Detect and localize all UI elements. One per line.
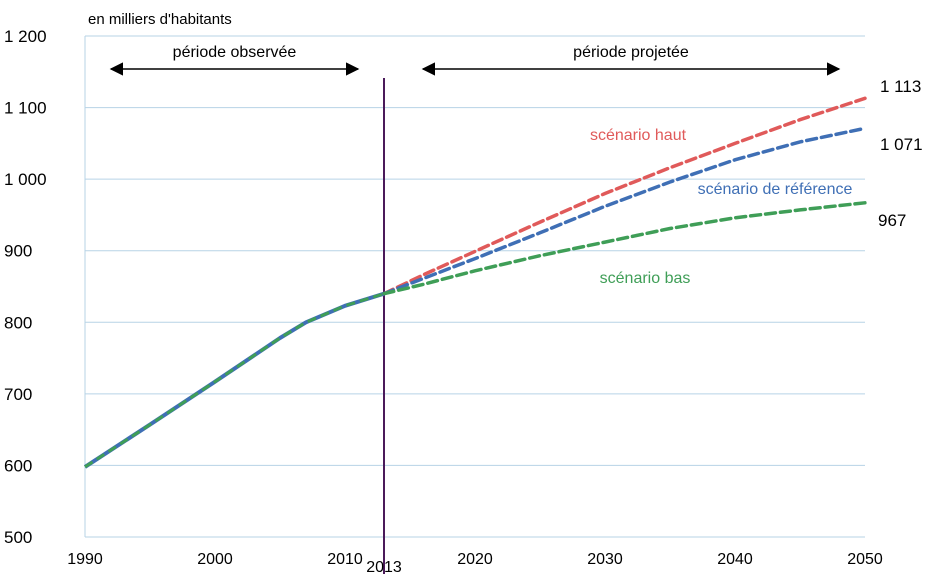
observed-line-under xyxy=(83,291,385,469)
x-tick-label: 2040 xyxy=(717,551,753,568)
annotation-layer: scénario haut 1 113 scénario de référence 1… xyxy=(590,77,923,287)
x-tick-label: 2000 xyxy=(197,551,233,568)
x-tick-label: 2050 xyxy=(847,551,883,568)
series-line xyxy=(382,126,867,296)
period-label: période projetée xyxy=(573,44,689,61)
y-tick-label: 500 xyxy=(4,528,32,547)
period-label: période observée xyxy=(173,44,297,61)
series-layer xyxy=(83,96,867,469)
series-label: scénario bas xyxy=(600,270,691,287)
series-label: scénario de référence xyxy=(698,181,853,198)
y-tick-label: 600 xyxy=(4,456,32,475)
divider-layer: 2013 période observée période projetée xyxy=(109,44,841,574)
y-tick-label: 900 xyxy=(4,242,32,261)
y-tick-label: 1 200 xyxy=(4,27,47,46)
y-tick-label: 800 xyxy=(4,313,32,332)
y-tick-label: 1 000 xyxy=(4,170,47,189)
series-end-value-label: 1 113 xyxy=(880,77,921,96)
divider-year-label: 2013 xyxy=(366,559,402,574)
gridlines xyxy=(85,35,865,466)
series-end-value-label: 1 071 xyxy=(880,135,923,154)
x-tick-label: 1990 xyxy=(67,551,103,568)
series-label: scénario haut xyxy=(590,127,687,144)
axes: 500 600 700 800 900 1 000 1 100 1 200 1990 2000 20… xyxy=(4,27,883,568)
observed-line xyxy=(84,292,385,469)
unit-label: en milliers d'habitants xyxy=(88,11,232,28)
x-tick-label: 2030 xyxy=(587,551,623,568)
series-line xyxy=(382,201,867,296)
y-tick-label: 1 100 xyxy=(4,99,47,118)
x-tick-label: 2020 xyxy=(457,551,493,568)
y-tick-label: 700 xyxy=(4,385,32,404)
x-tick-label: 2010 xyxy=(327,551,363,568)
series-line xyxy=(382,96,867,296)
series-end-value-label: 967 xyxy=(878,211,906,230)
